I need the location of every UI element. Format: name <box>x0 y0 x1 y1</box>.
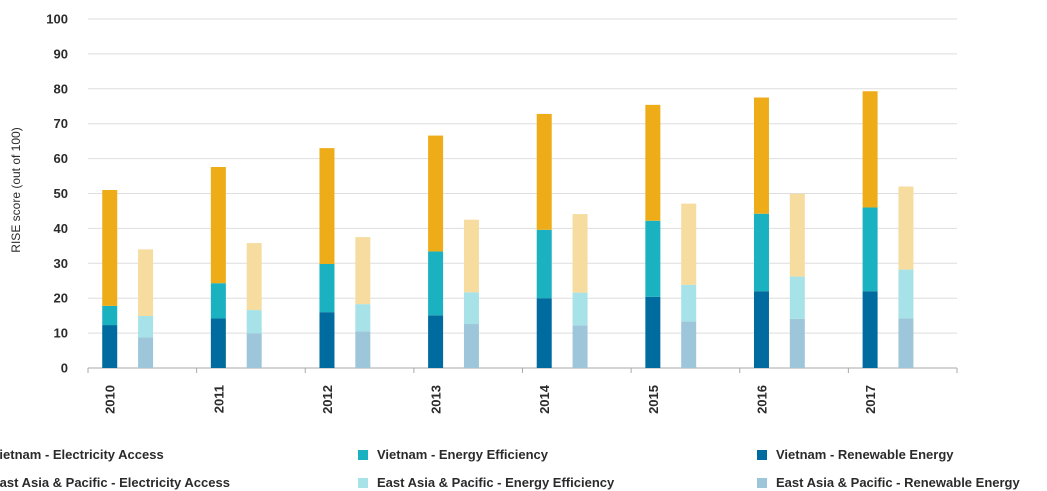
x-tick-label: 2016 <box>754 385 769 414</box>
bar-segment <box>138 337 154 368</box>
y-axis-ticks: 0 10 20 30 40 50 60 70 80 90 100 <box>46 12 68 376</box>
bar-segment <box>463 324 479 368</box>
y-tick-label: 90 <box>54 46 68 61</box>
bar-segment <box>428 315 444 368</box>
legend-label: Vietnam - Energy Efficiency <box>377 447 548 462</box>
x-tick-label: 2010 <box>103 385 118 414</box>
bar-segment <box>862 91 878 208</box>
bar-segment <box>210 318 226 368</box>
bar-segment <box>753 291 769 368</box>
legend-item: Vietnam - Energy Efficiency <box>358 447 548 462</box>
bar-segment <box>319 312 335 368</box>
bar-segment <box>753 213 769 292</box>
bar-segment <box>898 269 914 319</box>
legend-item: East Asia & Pacific - Energy Efficiency <box>358 475 614 490</box>
bar-segment <box>536 229 552 299</box>
legend-item: Vietnam - Electricity Access <box>0 447 164 462</box>
bar-segment <box>681 284 697 322</box>
bars <box>102 91 914 368</box>
bar-segment <box>898 318 914 368</box>
legend-label: East Asia & Pacific - Energy Efficiency <box>377 475 615 490</box>
bar-segment <box>645 220 661 297</box>
bar-segment <box>210 166 226 284</box>
bar-segment <box>246 310 262 334</box>
bar-segment <box>319 263 335 313</box>
bar-segment <box>789 193 805 277</box>
y-axis-title: RISE score (out of 100) <box>9 127 23 252</box>
bar-segment <box>645 296 661 368</box>
bar-segment <box>138 249 154 316</box>
bar-segment <box>536 113 552 230</box>
bar-segment <box>572 214 588 293</box>
bar-segment <box>355 331 371 368</box>
bar-segment <box>210 283 226 319</box>
bar-segment <box>355 237 371 305</box>
bar-segment <box>463 219 479 293</box>
bar-segment <box>862 207 878 292</box>
y-tick-label: 50 <box>54 186 68 201</box>
bar-segment <box>753 97 769 214</box>
bar-segment <box>246 243 262 311</box>
legend-label: Vietnam - Electricity Access <box>0 447 164 462</box>
bar-segment <box>138 315 154 338</box>
bar-segment <box>428 135 444 252</box>
x-axis: 2010 2011 2012 2013 2014 2015 2016 2017 <box>87 368 958 414</box>
y-tick-label: 0 <box>61 361 68 376</box>
bar-segment <box>428 251 444 316</box>
bar-segment <box>681 321 697 368</box>
x-tick-label: 2013 <box>429 385 444 414</box>
legend-item: East Asia & Pacific - Renewable Energy <box>757 475 1020 490</box>
y-tick-label: 60 <box>54 151 68 166</box>
bar-segment <box>102 305 118 326</box>
legend-swatch <box>757 449 767 460</box>
legend-item: East Asia & Pacific - Electricity Access <box>0 475 230 490</box>
y-tick-label: 20 <box>54 291 68 306</box>
bar-segment <box>463 292 479 325</box>
legend-swatch <box>358 449 368 460</box>
bar-segment <box>789 318 805 368</box>
y-tick-label: 80 <box>54 81 68 96</box>
legend-label: Vietnam - Renewable Energy <box>776 447 954 462</box>
stacked-bar-chart: 0 10 20 30 40 50 60 70 80 90 100 RISE score (out o… <box>9 12 958 414</box>
bar-segment <box>862 291 878 368</box>
x-tick-label: 2017 <box>863 385 878 414</box>
bar-segment <box>355 304 371 332</box>
x-tick-label: 2014 <box>537 384 552 414</box>
bar-segment <box>319 148 335 264</box>
legend-item: Vietnam - Renewable Energy <box>757 447 954 462</box>
y-tick-label: 100 <box>46 12 68 27</box>
bar-segment <box>102 190 118 306</box>
bar-segment <box>536 298 552 368</box>
bar-segment <box>789 276 805 319</box>
gridlines <box>88 18 957 369</box>
y-tick-label: 10 <box>54 326 68 341</box>
bar-segment <box>572 325 588 368</box>
y-tick-label: 40 <box>54 221 68 236</box>
legend-label: East Asia & Pacific - Electricity Access <box>0 475 230 490</box>
x-tick-label: 2012 <box>320 385 335 414</box>
bar-segment <box>572 292 588 326</box>
legend-label: East Asia & Pacific - Renewable Energy <box>776 475 1020 490</box>
bar-segment <box>898 186 914 270</box>
y-tick-label: 70 <box>54 116 68 131</box>
bar-segment <box>102 325 118 368</box>
legend-swatch <box>358 477 368 488</box>
y-tick-label: 30 <box>54 256 68 271</box>
bar-segment <box>681 203 697 285</box>
x-tick-label: 2015 <box>646 385 661 414</box>
legend-swatch <box>757 477 767 488</box>
bar-segment <box>246 333 262 368</box>
bar-segment <box>645 104 661 221</box>
x-tick-label: 2011 <box>211 385 226 413</box>
